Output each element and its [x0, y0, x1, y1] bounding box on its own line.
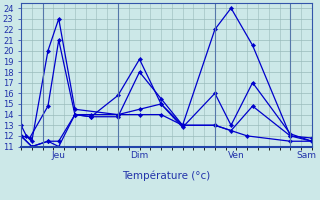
Text: Ven: Ven — [228, 151, 245, 160]
Text: Jeu: Jeu — [52, 151, 66, 160]
X-axis label: Température (°c): Température (°c) — [122, 171, 211, 181]
Text: Sam: Sam — [296, 151, 316, 160]
Text: Dim: Dim — [130, 151, 148, 160]
